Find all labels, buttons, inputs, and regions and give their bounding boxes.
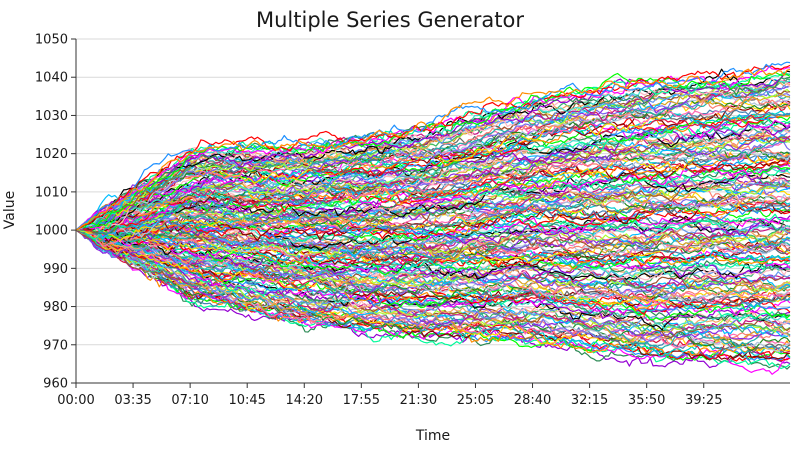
series-line xyxy=(75,140,791,231)
series-line xyxy=(75,152,791,231)
x-tick-label: 00:00 xyxy=(57,393,94,408)
series-line xyxy=(75,112,791,231)
series-line xyxy=(75,216,791,246)
series-line xyxy=(75,229,791,306)
y-tick-label: 1010 xyxy=(35,185,68,200)
x-tick-label: 03:35 xyxy=(114,393,151,408)
x-tick-label: 07:10 xyxy=(171,393,208,408)
y-tick-label: 990 xyxy=(43,262,68,277)
series-line xyxy=(75,65,790,231)
x-tick-label: 28:40 xyxy=(514,393,551,408)
series-layer xyxy=(75,61,791,375)
y-tick-label: 970 xyxy=(43,338,68,353)
x-tick-label: 25:05 xyxy=(457,393,494,408)
y-axis-label: Value xyxy=(2,191,18,229)
series-line xyxy=(75,229,791,316)
series-line xyxy=(75,61,791,231)
x-tick-label: 21:30 xyxy=(400,393,437,408)
series-line xyxy=(75,97,791,231)
y-tick-label: 1020 xyxy=(35,147,68,162)
series-line xyxy=(75,127,791,231)
series-line xyxy=(75,229,791,361)
series-line xyxy=(75,109,791,231)
series-line xyxy=(75,229,791,369)
series-line xyxy=(75,84,791,231)
x-tick-label: 32:15 xyxy=(571,393,608,408)
series-line xyxy=(75,68,791,231)
series-line xyxy=(75,229,791,340)
x-axis-label: Time xyxy=(415,428,450,444)
series-line xyxy=(75,229,791,322)
chart-title: Multiple Series Generator xyxy=(256,8,524,32)
series-line xyxy=(75,229,791,299)
series-line xyxy=(75,228,791,264)
series-line xyxy=(75,227,791,295)
series-line xyxy=(75,226,791,261)
series-line xyxy=(75,214,791,243)
series-line xyxy=(75,94,791,231)
series-line xyxy=(75,94,791,231)
x-tick-label: 35:50 xyxy=(628,393,665,408)
series-line xyxy=(75,171,791,234)
series-line xyxy=(75,229,791,312)
series-line xyxy=(75,113,791,231)
y-tick-label: 960 xyxy=(43,377,68,392)
series-line xyxy=(75,205,791,240)
x-tick-label: 14:20 xyxy=(286,393,323,408)
y-tick-label: 980 xyxy=(43,300,68,315)
y-tick-label: 1040 xyxy=(35,71,68,86)
series-line xyxy=(75,229,791,305)
y-tick-label: 1000 xyxy=(35,224,68,239)
series-line xyxy=(75,225,791,292)
axes: 960 970 980 990 1000 1010 1020 1030 1040 1050 00:0… xyxy=(35,33,790,408)
series-line xyxy=(75,172,791,231)
series-line xyxy=(75,215,791,245)
y-tick-label: 1050 xyxy=(35,33,68,48)
series-line xyxy=(75,115,791,232)
series-line xyxy=(75,130,791,231)
x-tick-label: 10:45 xyxy=(228,393,265,408)
series-line xyxy=(75,229,791,331)
series-line xyxy=(75,84,791,231)
x-tick-label: 17:55 xyxy=(343,393,380,408)
x-tick-label: 39:25 xyxy=(685,393,722,408)
series-line xyxy=(75,151,791,234)
y-tick-label: 1030 xyxy=(35,109,68,124)
series-line xyxy=(75,84,791,231)
series-line xyxy=(75,229,791,311)
series-line xyxy=(75,68,791,231)
series-line xyxy=(75,229,791,352)
series-line xyxy=(76,227,791,260)
series-line xyxy=(75,228,791,271)
